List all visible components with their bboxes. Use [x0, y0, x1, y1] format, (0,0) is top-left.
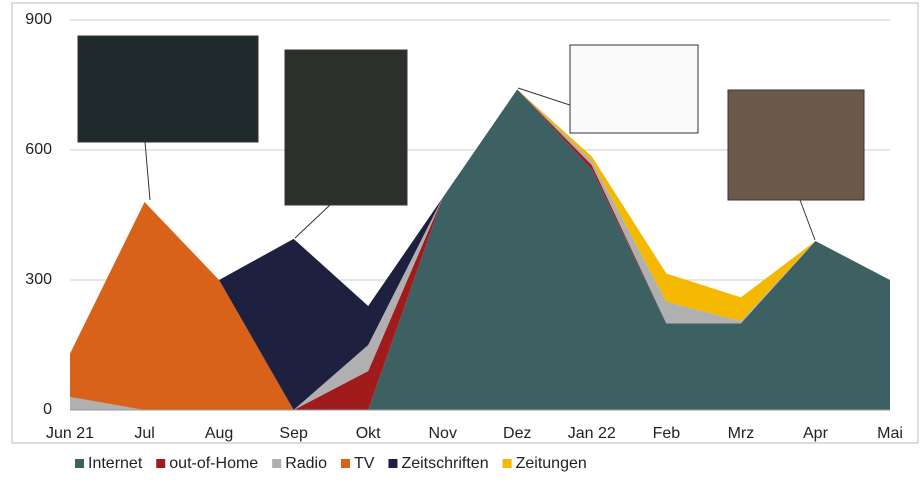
y-tick-label: 0	[43, 401, 52, 418]
x-tick-label: Aug	[205, 425, 233, 442]
ad-image	[285, 50, 407, 205]
legend-swatch	[341, 459, 350, 468]
y-tick-label: 300	[25, 271, 52, 288]
x-tick-label: Jun 21	[46, 425, 94, 442]
x-tick-label: Dez	[503, 425, 531, 442]
ad-image	[570, 45, 698, 133]
legend-label: Radio	[285, 455, 327, 472]
x-tick-label: Feb	[653, 425, 681, 442]
chart: 0 300 600 900 Jun 21 Jul Aug Sep Okt Nov Dez Jan 22…	[0, 0, 922, 479]
legend-label: out-of-Home	[169, 455, 258, 472]
x-tick-label: Mrz	[728, 425, 755, 442]
y-tick-label: 900	[25, 11, 52, 28]
legend-swatch	[272, 459, 281, 468]
x-tick-label: Mai	[877, 425, 903, 442]
legend-label: Zeitschriften	[401, 455, 488, 472]
legend-swatch	[503, 459, 512, 468]
legend-swatch	[388, 459, 397, 468]
x-tick-label: Jul	[134, 425, 154, 442]
legend-label: Zeitungen	[516, 455, 587, 472]
legend-swatch	[156, 459, 165, 468]
y-tick-label: 600	[25, 141, 52, 158]
legend-swatch	[75, 459, 84, 468]
ad-image	[78, 36, 258, 142]
legend-label: Internet	[88, 455, 143, 472]
x-tick-label: Nov	[429, 425, 457, 442]
ad-image	[728, 90, 864, 200]
legend-label: TV	[354, 455, 375, 472]
x-tick-label: Okt	[356, 425, 381, 442]
x-tick-label: Jan 22	[568, 425, 616, 442]
x-tick-label: Apr	[803, 425, 829, 442]
x-tick-label: Sep	[279, 425, 308, 442]
